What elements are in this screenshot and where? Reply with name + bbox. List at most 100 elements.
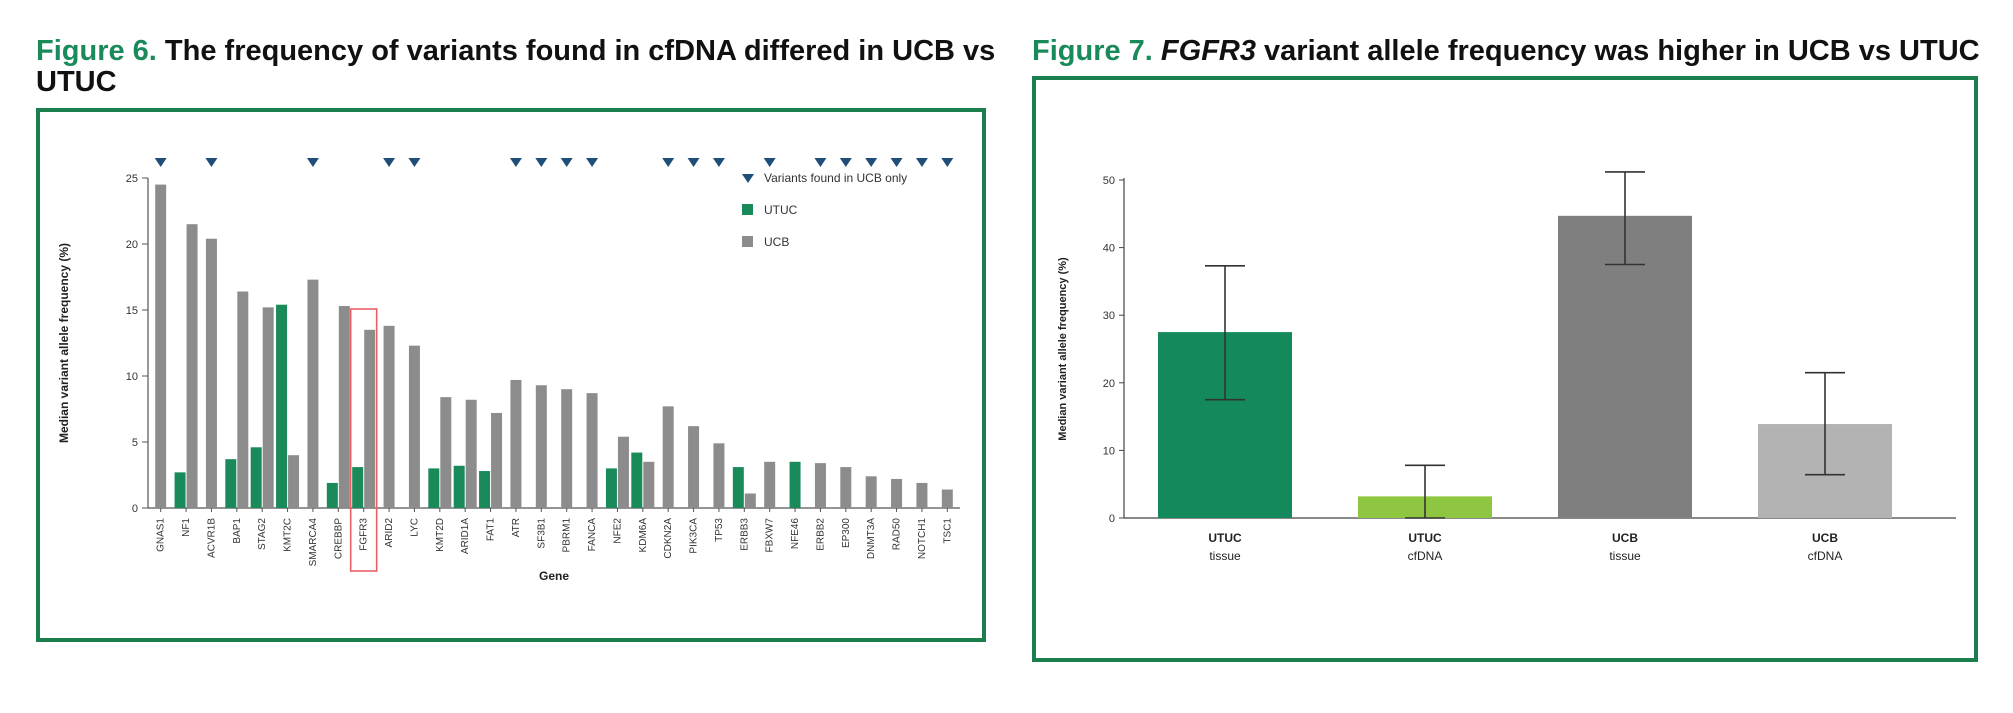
bar-ucb-fanca [586, 393, 598, 508]
figure-7-title: Figure 7. FGFR3 variant allele frequency… [1032, 36, 1992, 67]
bar-ucb-tp53 [713, 443, 725, 508]
x-tick-label-cdkn2a: CDKN2A [663, 518, 674, 559]
bar-utuc-erbb3 [732, 467, 744, 508]
x-tick-label-erbb3: ERBB3 [739, 518, 750, 551]
x-tick-label-ep300: EP300 [841, 518, 852, 548]
bar-ucb-stag2 [262, 307, 274, 508]
figure-7-gene: FGFR3 [1160, 35, 1256, 67]
x-tick-label-group-ucb-tissue: UCB [1612, 531, 1638, 545]
legend-swatch-ucb [742, 236, 753, 247]
bar-ucb-kmt2c [288, 455, 300, 508]
figure-6-label: Figure 6. [36, 35, 157, 67]
bar-ucb-lyc [408, 345, 420, 508]
ucb-only-marker [535, 158, 548, 167]
y-tick-label: 0 [1109, 513, 1115, 525]
x-tick-label-pik3ca: PIK3CA [689, 518, 700, 554]
bar-utuc-kdm6a [631, 452, 643, 508]
bar-utuc-stag2 [250, 447, 262, 508]
bar-ucb-dnmt3a [865, 476, 877, 508]
ucb-only-marker [662, 158, 675, 167]
bar-ucb-acvr1b [205, 238, 217, 508]
bar-ucb-tissue [1558, 215, 1692, 518]
x-tick-label-arid2: ARID2 [384, 518, 395, 548]
figure-6-title: Figure 6. The frequency of variants foun… [36, 36, 996, 98]
x-tick-label-fbxw7: FBXW7 [765, 518, 776, 553]
bar-utuc-fgfr3 [352, 467, 364, 508]
figure-7-chart: 0 10 20 30 40 50 Median variant allele frequen… [1057, 171, 1956, 563]
bar-ucb-nfe2 [617, 436, 629, 508]
bar-ucb-cdkn2a [662, 406, 674, 508]
bar-ucb-nf1 [186, 224, 198, 508]
figure-6-panel: 0 5 10 15 20 25 Median variant allele frequenc… [36, 108, 986, 642]
y-tick-label: 10 [1103, 445, 1115, 457]
x-tick-label-fgfr3: FGFR3 [359, 518, 370, 551]
y-axis-title: Median variant allele frequency (%) [1057, 257, 1069, 441]
y-tick-label: 50 [1103, 175, 1115, 187]
bar-utuc-kmt2c [276, 304, 288, 508]
bar-ucb-arid2 [383, 325, 395, 508]
bar-ucb-erbb3 [744, 493, 756, 508]
x-tick-label-lyc: LYC [409, 518, 420, 537]
ucb-only-marker [509, 158, 522, 167]
x-tick-label-group-utuc-cfdna: UTUC [1408, 531, 1442, 545]
y-tick-label: 15 [126, 305, 138, 317]
bar-ucb-pik3ca [688, 426, 700, 508]
bar-ucb-arid1a [465, 399, 477, 508]
ucb-only-marker [408, 158, 421, 167]
ucb-only-marker [560, 158, 573, 167]
ucb-only-marker [383, 158, 396, 167]
y-tick-label: 20 [1103, 378, 1115, 390]
bar-ucb-sf3b1 [535, 385, 547, 508]
bar-ucb-rad50 [891, 478, 903, 508]
x-tick-label-nf1: NF1 [181, 518, 192, 537]
x-tick-label-fanca: FANCA [587, 518, 598, 552]
figure-7-label: Figure 7. [1032, 35, 1153, 67]
ucb-only-marker [941, 158, 954, 167]
figure-7-heading: variant allele frequency was higher in U… [1264, 35, 1980, 67]
legend-label-utuc: UTUC [764, 203, 798, 217]
x-tick-label-bap1: BAP1 [232, 518, 243, 544]
y-tick-label: 25 [126, 173, 138, 185]
x-tick-label-sample-ucb-cfdna: cfDNA [1808, 549, 1843, 563]
x-tick-label-stag2: STAG2 [257, 518, 268, 550]
bar-ucb-fgfr3 [364, 329, 376, 508]
x-tick-label-group-utuc-tissue: UTUC [1208, 531, 1242, 545]
y-axis-title: Median variant allele frequency (%) [57, 243, 71, 443]
ucb-only-marker [586, 158, 599, 167]
x-tick-label-tsc1: TSC1 [942, 518, 953, 544]
x-tick-label-sample-utuc-tissue: tissue [1209, 549, 1241, 563]
bar-ucb-erbb2 [814, 463, 826, 508]
x-tick-label-notch1: NOTCH1 [917, 518, 928, 560]
legend-label-ucb-only: Variants found in UCB only [764, 171, 907, 185]
x-tick-label-arid1a: ARID1A [460, 518, 471, 554]
x-tick-label-fat1: FAT1 [486, 518, 497, 542]
legend-swatch-utuc [742, 204, 753, 215]
legend-label-ucb: UCB [764, 235, 789, 249]
bar-ucb-ep300 [840, 467, 852, 508]
x-tick-label-nfe2: NFE2 [612, 518, 623, 544]
bar-utuc-crebbp [326, 482, 338, 508]
x-tick-label-nfe46: NFE46 [790, 518, 801, 550]
x-tick-label-kmt2d: KMT2D [435, 518, 446, 552]
bar-ucb-gnas1 [155, 184, 167, 508]
ucb-only-marker [890, 158, 903, 167]
bar-ucb-kdm6a [643, 461, 655, 508]
x-tick-label-group-ucb-cfdna: UCB [1812, 531, 1838, 545]
bar-ucb-fat1 [491, 412, 503, 508]
x-tick-label-crebbp: CREBBP [333, 518, 344, 559]
x-tick-label-gnas1: GNAS1 [156, 518, 167, 552]
x-tick-label-erbb2: ERBB2 [815, 518, 826, 551]
figure-6-heading: The frequency of variants found in cfDNA… [36, 35, 996, 98]
x-tick-label-kmt2c: KMT2C [283, 518, 294, 552]
x-tick-label-sample-ucb-tissue: tissue [1609, 549, 1641, 563]
ucb-only-marker [306, 158, 319, 167]
bar-utuc-kmt2d [428, 468, 440, 508]
ucb-only-marker [687, 158, 700, 167]
bar-utuc-nfe46 [789, 461, 801, 508]
x-tick-label-kdm6a: KDM6A [638, 518, 649, 553]
ucb-only-marker [154, 158, 167, 167]
bar-ucb-atr [510, 379, 522, 508]
bar-utuc-bap1 [225, 459, 237, 508]
bar-utuc-fat1 [479, 471, 491, 508]
bar-ucb-crebbp [338, 306, 350, 508]
